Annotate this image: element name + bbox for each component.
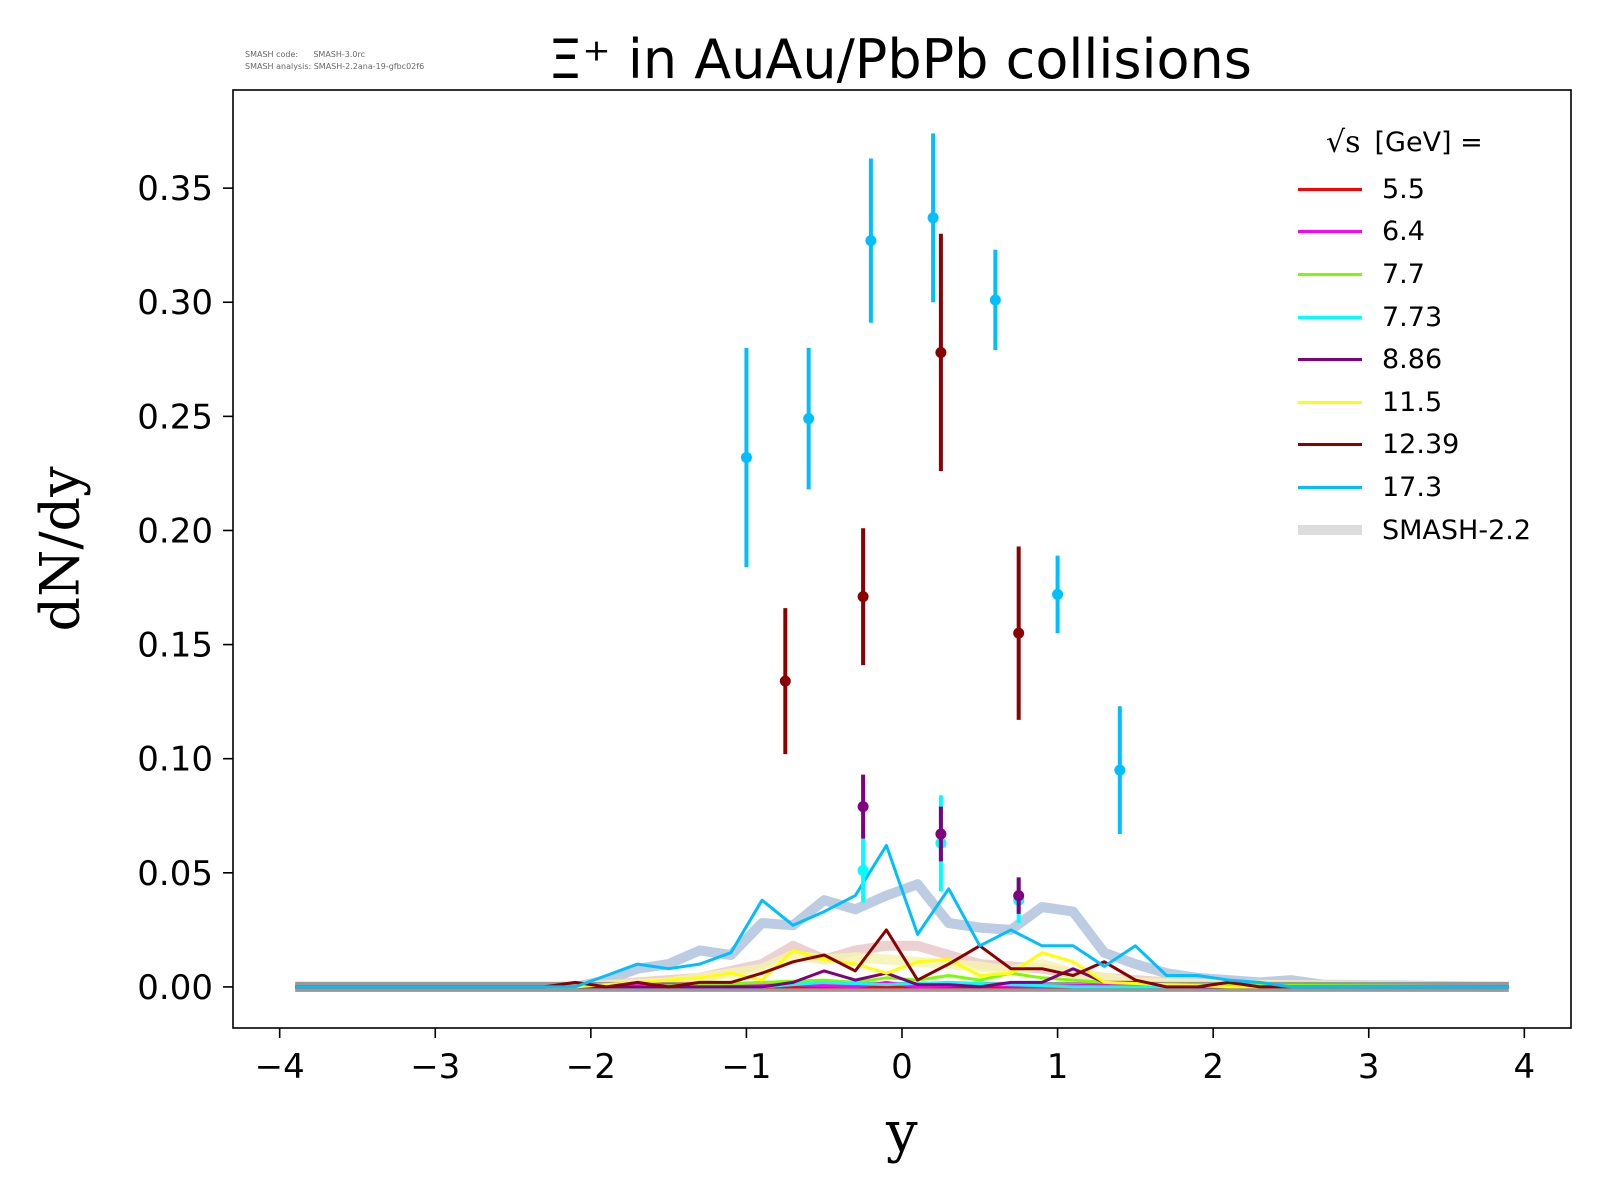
smash-bands [295, 879, 1509, 992]
series-line-12.39 [295, 928, 1509, 989]
x-tick-label: −2 [566, 1047, 616, 1087]
y-tick-label: 0.15 [137, 626, 213, 666]
smash-code-version: SMASH code: SMASH-3.0rc [245, 50, 366, 59]
legend-entry: 8.86 [1296, 338, 1566, 381]
smash-analysis-version: SMASH analysis: SMASH-2.2ana-19-gfbc02f6 [245, 62, 425, 71]
legend-entry: 11.5 [1296, 381, 1566, 424]
legend-label: 8.86 [1382, 344, 1443, 376]
legend-label: 11.5 [1382, 386, 1443, 418]
legend-entry: SMASH-2.2 [1296, 509, 1566, 552]
y-tick-label: 0.05 [137, 854, 213, 894]
series-line-11.5 [295, 948, 1509, 989]
legend-swatch [1298, 400, 1362, 404]
data-point-17.3-2 [865, 235, 877, 247]
x-tick-label: 1 [1047, 1047, 1069, 1087]
legend-label: 7.73 [1382, 301, 1443, 333]
x-tick-label: 2 [1202, 1047, 1224, 1087]
y-tick-label: 0.00 [137, 968, 213, 1008]
data-point-12.39-2 [935, 346, 947, 358]
x-axis-ticks: −4 −3 −2 −1 0 1 2 3 4 [255, 1028, 1536, 1087]
legend-entry: 6.4 [1296, 211, 1566, 254]
legend-swatch [1298, 187, 1362, 191]
legend-title: √s [GeV] = [1296, 116, 1566, 168]
x-tick-label: 0 [891, 1047, 913, 1087]
legend-entry: 7.73 [1296, 296, 1566, 339]
legend-swatch [1298, 443, 1362, 447]
legend-label: 12.39 [1382, 429, 1460, 461]
x-tick-label: −4 [255, 1047, 305, 1087]
data-point-17.3-0 [740, 451, 752, 463]
x-axis-label: y [886, 1100, 918, 1165]
data-point-12.39-0 [779, 675, 791, 687]
legend-swatch [1298, 315, 1362, 319]
data-point-7.73-0 [857, 865, 869, 877]
legend-swatch [1298, 358, 1362, 362]
data-point-17.3-4 [989, 294, 1001, 306]
data-point-12.39-1 [857, 591, 869, 603]
y-tick-label: 0.10 [137, 740, 213, 780]
legend-swatch [1298, 230, 1362, 234]
legend-title-sqrt: √s [1326, 124, 1361, 160]
data-point-17.3-1 [803, 413, 815, 425]
legend-label: 6.4 [1382, 216, 1425, 248]
legend: √s [GeV] = 5.5 6.4 7.7 7.73 8.86 11.5 12.39 17.… [1296, 116, 1566, 551]
data-point-8.86-2 [1013, 890, 1025, 902]
legend-entry: 5.5 [1296, 168, 1566, 211]
y-tick-label: 0.25 [137, 397, 213, 437]
legend-swatch [1298, 525, 1362, 536]
data-point-12.39-3 [1013, 627, 1025, 639]
legend-label: 7.7 [1382, 258, 1425, 290]
data-point-8.86-1 [935, 828, 947, 840]
x-tick-label: 3 [1358, 1047, 1380, 1087]
legend-entry: 17.3 [1296, 466, 1566, 509]
y-tick-label: 0.35 [137, 169, 213, 209]
legend-swatch [1298, 272, 1362, 276]
data-point-17.3-3 [927, 212, 939, 224]
legend-label: SMASH-2.2 [1382, 514, 1532, 546]
data-point-17.3-5 [1052, 588, 1064, 600]
x-tick-label: −1 [721, 1047, 771, 1087]
x-tick-label: −3 [410, 1047, 460, 1087]
legend-swatch [1298, 485, 1362, 489]
y-axis-label: dN/dy [28, 466, 92, 632]
legend-title-text: [GeV] = [1374, 126, 1483, 158]
y-tick-label: 0.20 [137, 511, 213, 551]
legend-entry: 12.39 [1296, 424, 1566, 467]
y-tick-label: 0.30 [137, 283, 213, 323]
legend-label: 5.5 [1382, 173, 1425, 205]
data-point-8.86-0 [857, 801, 869, 813]
data-points [740, 133, 1126, 924]
y-axis-ticks: 0.00 0.05 0.10 0.15 0.20 0.25 0.30 0.35 [137, 169, 233, 1008]
series-lines [295, 843, 1509, 989]
series-line-17.3 [295, 843, 1509, 989]
chart-title: Ξ⁺ in AuAu/PbPb collisions [548, 28, 1252, 91]
data-point-17.3-6 [1114, 764, 1126, 776]
legend-entry: 7.7 [1296, 253, 1566, 296]
x-tick-label: 4 [1514, 1047, 1536, 1087]
legend-label: 17.3 [1382, 471, 1443, 503]
smash-band-0 [295, 879, 1509, 992]
